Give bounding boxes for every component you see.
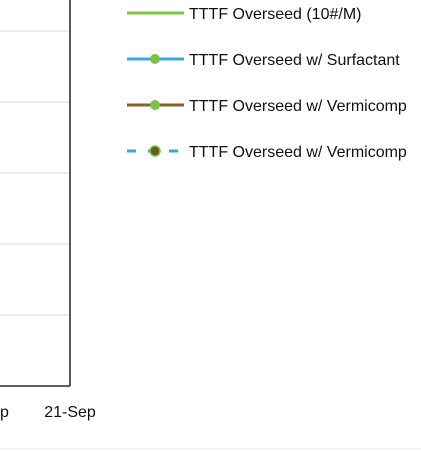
legend-entry: TTTF Overseed w/ Surfactant (127, 52, 400, 69)
legend: TTTF Overseed (10#/M) TTTF Overseed w/ Su… (127, 6, 407, 161)
legend-marker (150, 100, 160, 110)
legend-entry: TTTF Overseed (10#/M) (127, 6, 361, 23)
legend-marker (149, 145, 161, 157)
gridlines (0, 30, 70, 316)
legend-label: TTTF Overseed w/ Vermicomp (189, 144, 407, 161)
legend-label: TTTF Overseed w/ Vermicomp (189, 98, 407, 115)
legend-entry: TTTF Overseed w/ Vermicomp (127, 144, 407, 161)
legend-label: TTTF Overseed (10#/M) (189, 6, 361, 23)
legend-marker (150, 54, 160, 64)
x-tick-label-partial: p (0, 404, 9, 421)
legend-entry: TTTF Overseed w/ Vermicomp (127, 98, 407, 115)
legend-label: TTTF Overseed w/ Surfactant (189, 52, 400, 69)
x-tick-label-21-sep: 21-Sep (44, 404, 96, 421)
